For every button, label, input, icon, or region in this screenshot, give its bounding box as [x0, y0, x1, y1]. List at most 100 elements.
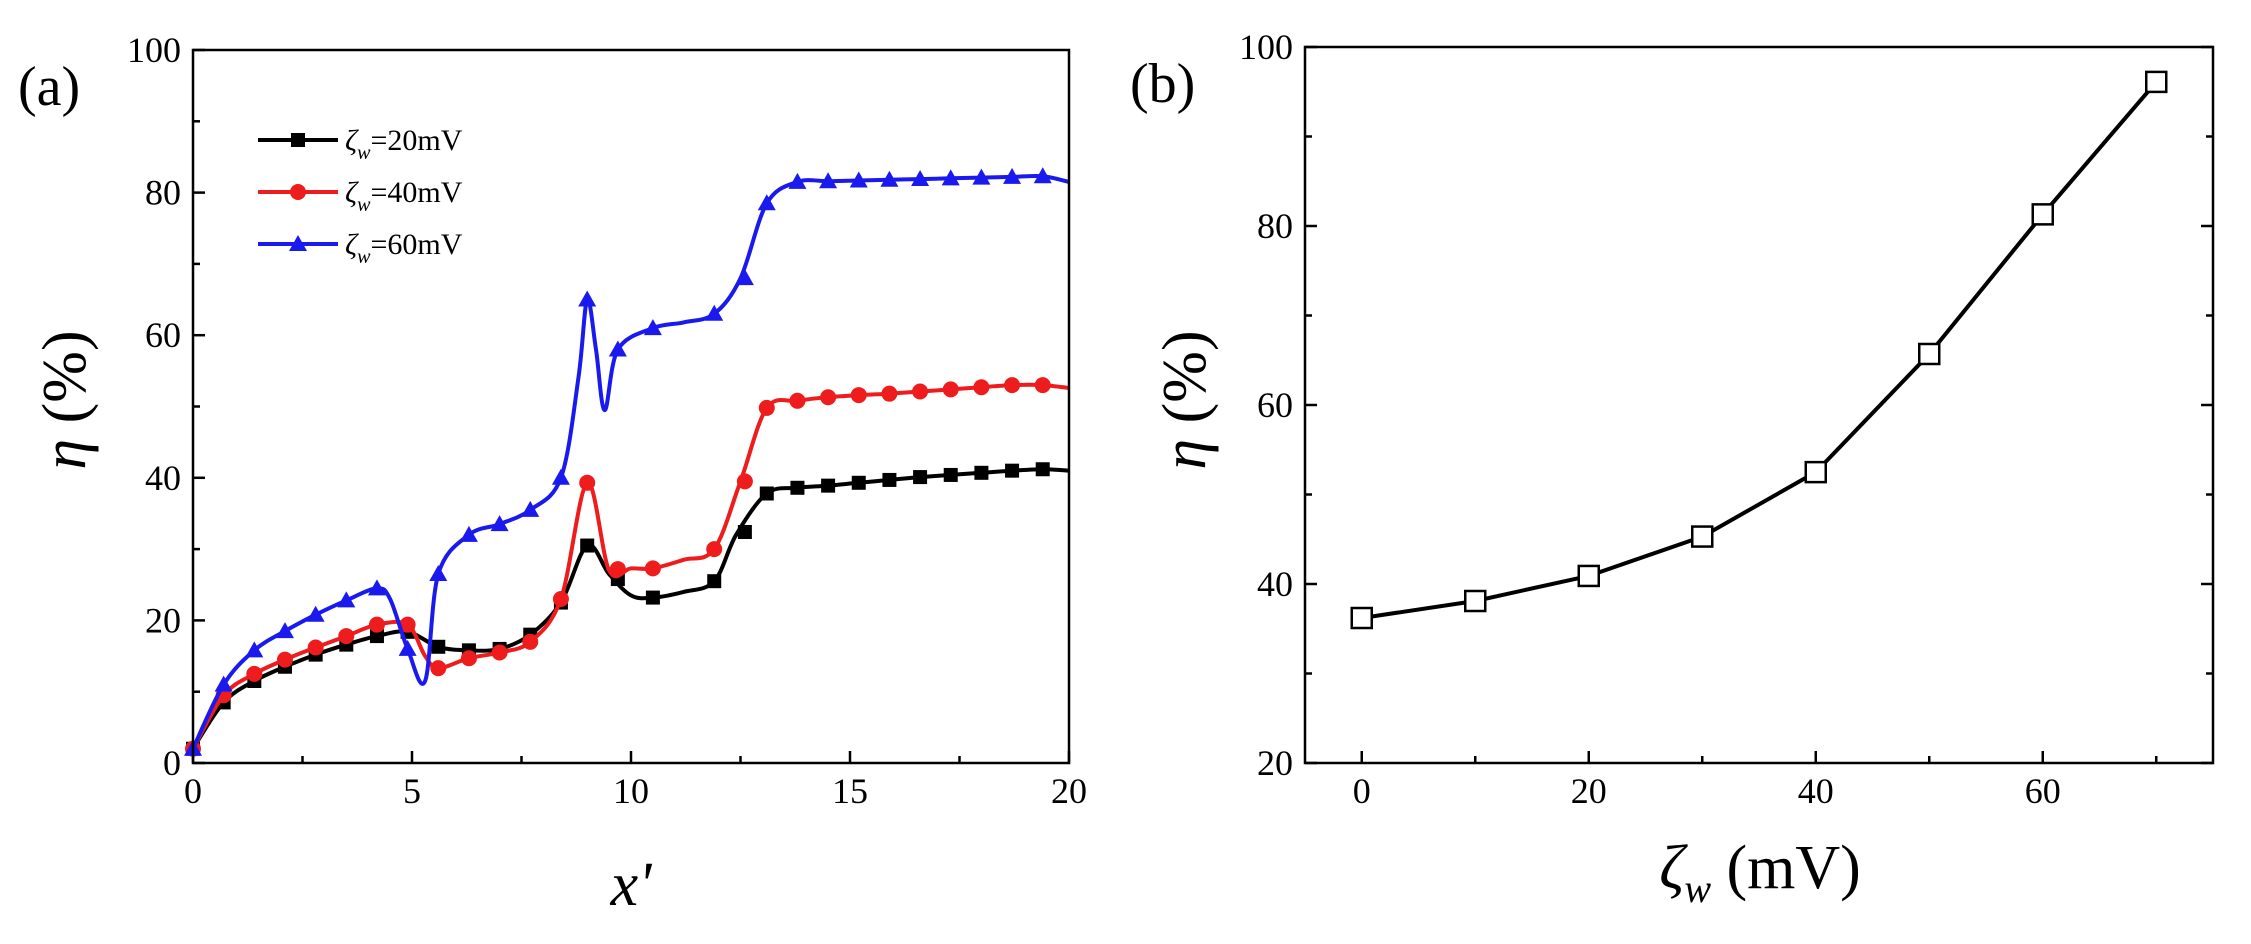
series-3-point [757, 194, 776, 211]
series-1-point [759, 486, 774, 501]
series-1-point [790, 480, 805, 495]
panel-b-point [1464, 589, 1487, 613]
series-3-point [551, 468, 570, 485]
series-2-point [609, 561, 626, 578]
panel-a-legend: ζw=20mV ζw=40mV ζw=60mV [258, 124, 463, 268]
panel-a-series [184, 167, 1070, 757]
panel-b-x-tick-label: 0 [1353, 771, 1371, 811]
panel-a-x-tick-label: 20 [1051, 771, 1087, 811]
series-2-point [973, 379, 990, 396]
series-1-point [943, 467, 958, 482]
series-2-point [942, 381, 959, 398]
series-3-point [972, 168, 991, 185]
panel-a-y-tick-label: 40 [145, 458, 181, 498]
panel-b-point [1350, 606, 1373, 630]
series-2-point [912, 383, 929, 400]
panel-b-point [1804, 460, 1827, 484]
panel-a-x-tick-label: 10 [613, 771, 649, 811]
series-2-point [1004, 377, 1021, 394]
panel-b-x-tick-label: 40 [1798, 771, 1834, 811]
series-3-point [337, 591, 356, 608]
panel-b-y-tick-label: 20 [1257, 743, 1293, 783]
series-3-point [459, 525, 478, 542]
series-3-point [521, 500, 540, 517]
series-1-point [645, 590, 660, 605]
series-3-point [608, 340, 627, 357]
series-3-point [245, 641, 264, 658]
panel-b-point [1691, 525, 1714, 548]
panel-b-xlabel: ζw (mV) [1659, 834, 1861, 911]
panel-b-ticks: 0 20 40 60 20 40 60 80 100 [1239, 27, 2213, 811]
panel-a-y-tick-label: 80 [145, 173, 181, 213]
series-1-point [913, 470, 928, 485]
panel-a-x-tick-label: 0 [184, 771, 202, 811]
series-2-point [491, 644, 508, 661]
series-2-point [1034, 377, 1051, 394]
series-1-point [580, 538, 595, 553]
series-2-point [552, 591, 569, 608]
panel-a-ticks: 0 5 10 15 20 0 20 40 60 80 100 [127, 30, 1087, 811]
series-3-point [275, 622, 294, 639]
series-3-point [429, 565, 448, 582]
series-1-point [369, 629, 384, 644]
series-2-point [246, 665, 263, 682]
series-1-point [851, 475, 866, 490]
panel-b-series-line [1361, 80, 2158, 620]
series-1-point [974, 465, 989, 480]
panel-b-label: (b) [1130, 53, 1195, 115]
panel-a-xlabel: x' [610, 851, 654, 919]
series-1-point [1005, 463, 1020, 478]
panel-b-ylabel: η (%) [1151, 330, 1219, 469]
series-2-point [758, 399, 775, 416]
panel-a-label: (a) [18, 56, 80, 118]
series-1-point [821, 478, 836, 493]
series-3-point [880, 170, 899, 187]
series-line-2 [191, 382, 1070, 750]
panel-b-series [1350, 70, 2168, 630]
panel-b-point [2031, 203, 2054, 226]
series-3-point [819, 172, 838, 189]
panel-b-x-tick-label: 20 [1571, 771, 1607, 811]
series-3-point [788, 172, 807, 189]
legend-marker-1 [291, 133, 305, 147]
series-2-point [881, 385, 898, 402]
series-2-point [644, 560, 661, 577]
series-1-point [882, 472, 897, 487]
legend-label-1: ζw=20mV [345, 124, 463, 164]
series-2-point [430, 660, 447, 677]
panel-b-y-tick-label: 80 [1257, 206, 1293, 246]
panel-b-point [1918, 342, 1941, 366]
legend-label-3: ζw=60mV [345, 228, 463, 268]
series-3-point [367, 579, 386, 596]
panel-b: (b) 0 20 40 60 20 40 60 80 100 η (%) ζw (mV) [1130, 27, 2215, 911]
series-2-point [338, 628, 355, 645]
series-2-point [522, 633, 539, 650]
series-3-point [911, 170, 930, 187]
series-2-point [579, 474, 596, 491]
series-1-point [1035, 462, 1050, 477]
panel-a-x-tick-label: 5 [403, 771, 421, 811]
series-2-point [736, 473, 753, 490]
series-3-point [490, 515, 509, 532]
series-1-point [431, 639, 446, 654]
series-3-point [849, 171, 868, 188]
series-2-point [307, 639, 324, 656]
series-line-3 [191, 173, 1070, 750]
series-2-point [399, 616, 416, 633]
panel-a-y-tick-label: 20 [145, 600, 181, 640]
panel-a-y-tick-label: 100 [127, 30, 181, 70]
series-3-point [578, 290, 597, 307]
series-3-point [705, 304, 724, 321]
panel-a-y-tick-label: 0 [163, 743, 181, 783]
series-3-point [306, 605, 325, 622]
legend-label-2: ζw=40mV [345, 176, 463, 216]
panel-a-frame [191, 48, 1071, 765]
series-2-point [276, 651, 293, 668]
panel-a-y-tick-label: 60 [145, 315, 181, 355]
series-3-point [643, 319, 662, 336]
series-2-point [460, 650, 477, 667]
panel-b-y-tick-label: 60 [1257, 385, 1293, 425]
panel-b-x-tick-label: 60 [2025, 771, 2061, 811]
panel-b-y-tick-label: 40 [1257, 564, 1293, 604]
